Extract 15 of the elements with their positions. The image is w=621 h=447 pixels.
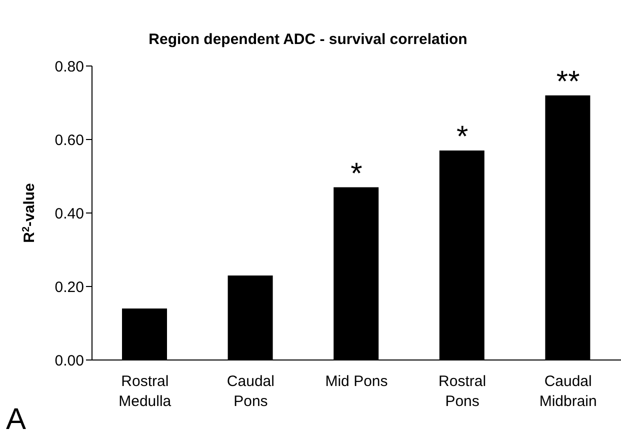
annotation: * [350,157,363,190]
x-tick-label: Rostral Medulla [118,373,172,410]
x-tick-label: Mid Pons [325,373,388,390]
x-tick-label: Caudal Midbrain [539,373,597,410]
chart-title: Region dependent ADC - survival correlation [148,31,468,48]
y-tick-label: 0.80 [54,58,84,76]
annotation: * [456,120,468,154]
x-tick-label: Rostral Pons [438,373,486,410]
y-tick-label: 0.20 [54,278,84,296]
y-tick-label: 0.60 [54,132,84,149]
x-tick-label: Caudal Pons [226,373,274,410]
text: A [6,403,26,437]
y-tick-label: 0.00 [54,352,84,370]
annotation: ** [556,65,580,98]
y-tick-label: 0.40 [54,205,84,222]
